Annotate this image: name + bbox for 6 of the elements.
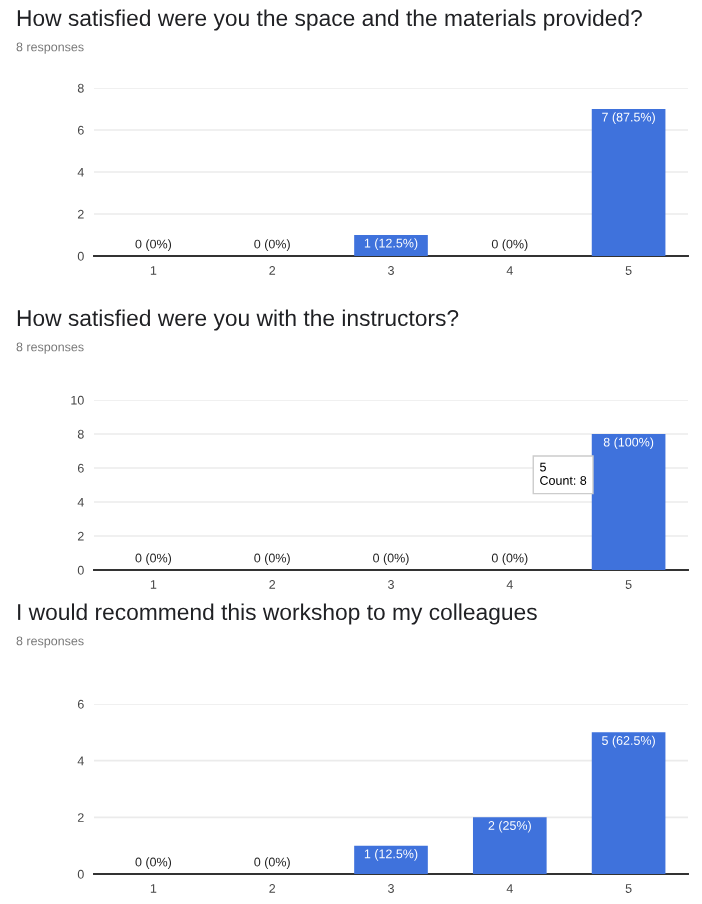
bar	[591, 732, 666, 874]
chart-title: How satisfied were you the space and the materials provided?	[17, 9, 642, 31]
bar	[472, 817, 547, 874]
chart-title: How satisfied were you with the instructors?	[17, 309, 459, 331]
chart-title: I would recommend this workshop to my colleagues	[18, 603, 537, 625]
bar	[354, 845, 428, 874]
